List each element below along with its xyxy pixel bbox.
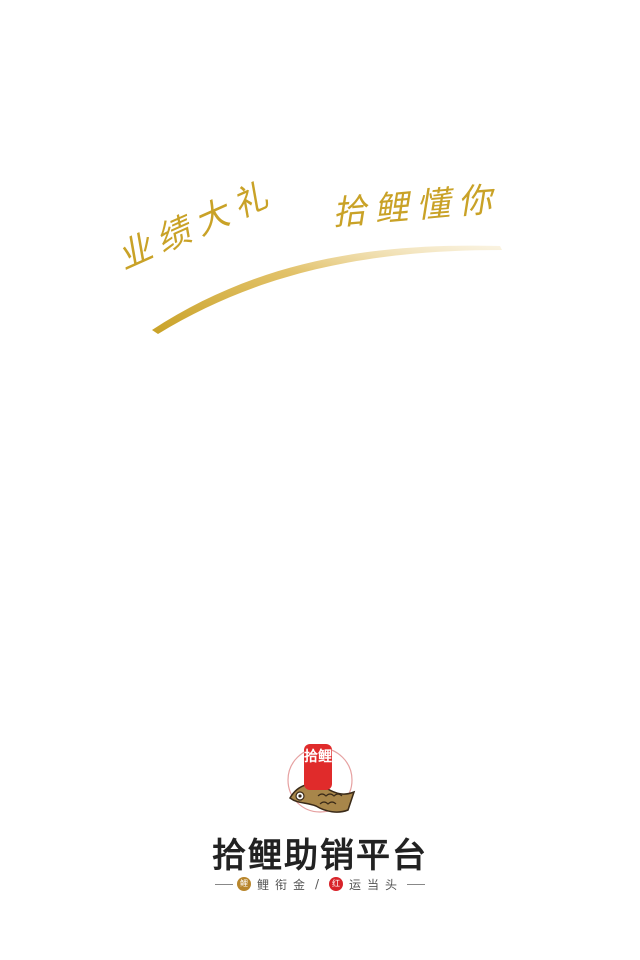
koi-fish-icon: 拾鲤 <box>280 740 360 824</box>
brand-logo: 拾鲤 拾鲤助销平台 鲤 鲤衔金 / 红 运当头 <box>0 740 640 900</box>
slogan-swoosh <box>152 245 502 334</box>
brand-name: 拾鲤助销平台 <box>212 836 428 876</box>
tagline-separator: / <box>314 877 320 891</box>
tagline-left-rule <box>214 883 233 885</box>
tagline-left-badge: 鲤 <box>236 877 251 891</box>
seal-badge: 拾鲤 <box>304 744 332 790</box>
tagline: 鲤 鲤衔金 / 红 运当头 <box>0 874 640 894</box>
tagline-right-rule <box>407 883 426 885</box>
tagline-left-text: 鲤衔金 <box>256 877 311 892</box>
tagline-right-text: 运当头 <box>349 877 404 892</box>
tagline-right-badge: 红 <box>329 877 344 891</box>
slogan-banner: 业绩大礼 拾鲤懂你 <box>110 170 530 350</box>
